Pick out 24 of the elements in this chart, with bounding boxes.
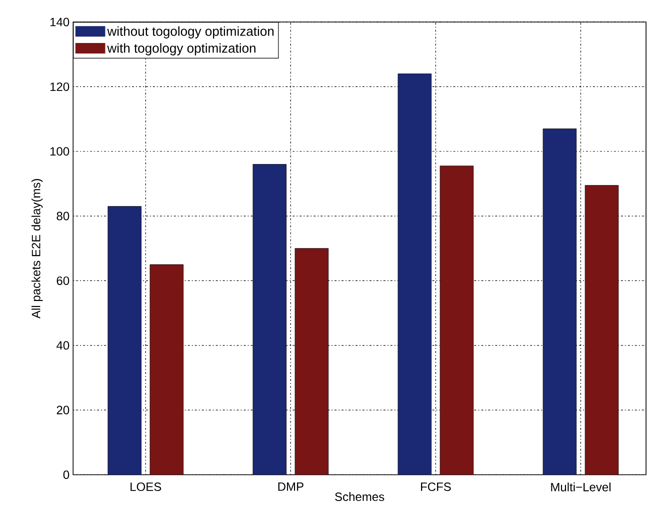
- bar: [294, 248, 329, 475]
- bar: [584, 185, 619, 475]
- x-tick-label: DMP: [278, 482, 304, 491]
- bar: [108, 206, 142, 475]
- bar: [398, 74, 432, 475]
- x-tick-label: LOES: [130, 482, 162, 492]
- legend-label: with togology optimization: [107, 43, 256, 56]
- y-tick-label: 40: [56, 341, 70, 350]
- y-tick-label: 120: [50, 82, 70, 92]
- y-tick-label: 20: [56, 406, 70, 414]
- y-tick-label: 0: [63, 470, 70, 480]
- x-axis-title: Schemes: [335, 492, 384, 502]
- y-tick-label: 60: [56, 276, 70, 286]
- x-tick-label: FCFS: [421, 482, 451, 492]
- y-tick-label: 80: [56, 212, 70, 220]
- y-tick-label: 140: [50, 18, 70, 26]
- y-axis-title: All packets E2E delay(ms): [31, 179, 43, 319]
- bar: [440, 166, 474, 475]
- bar: [150, 264, 184, 475]
- bar: [542, 128, 577, 475]
- legend-label: without togology optimization: [107, 26, 274, 39]
- y-tick-label: 100: [50, 147, 70, 156]
- x-tick-label: Multi−Level: [551, 482, 610, 492]
- bar: [252, 164, 287, 475]
